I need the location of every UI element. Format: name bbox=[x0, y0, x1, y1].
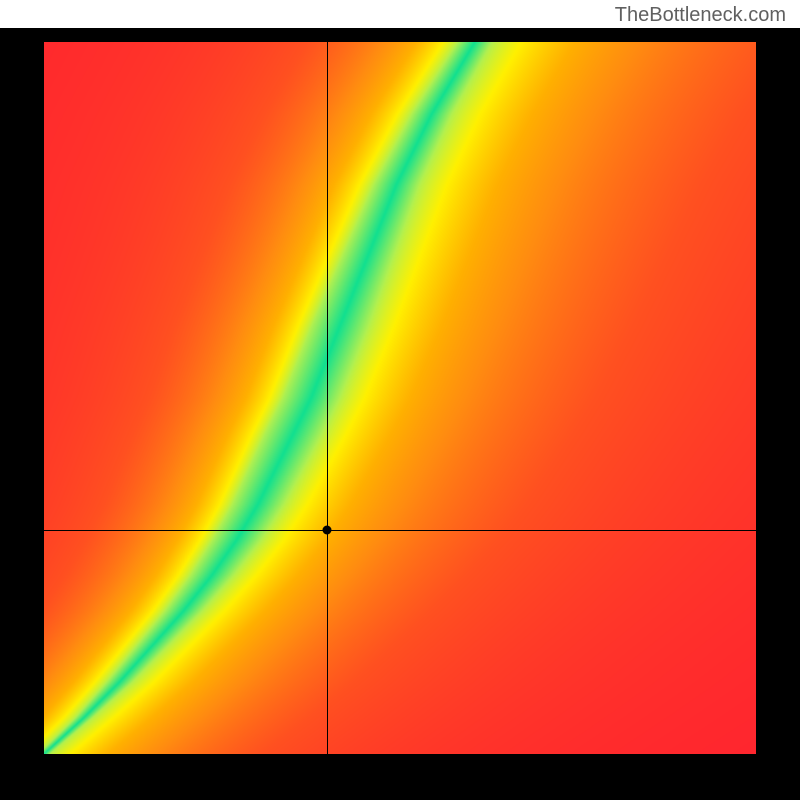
heatmap-plot bbox=[44, 42, 756, 754]
chart-frame bbox=[0, 28, 800, 800]
heatmap-canvas bbox=[44, 42, 756, 754]
root: TheBottleneck.com bbox=[0, 0, 800, 800]
watermark-text: TheBottleneck.com bbox=[615, 4, 786, 27]
